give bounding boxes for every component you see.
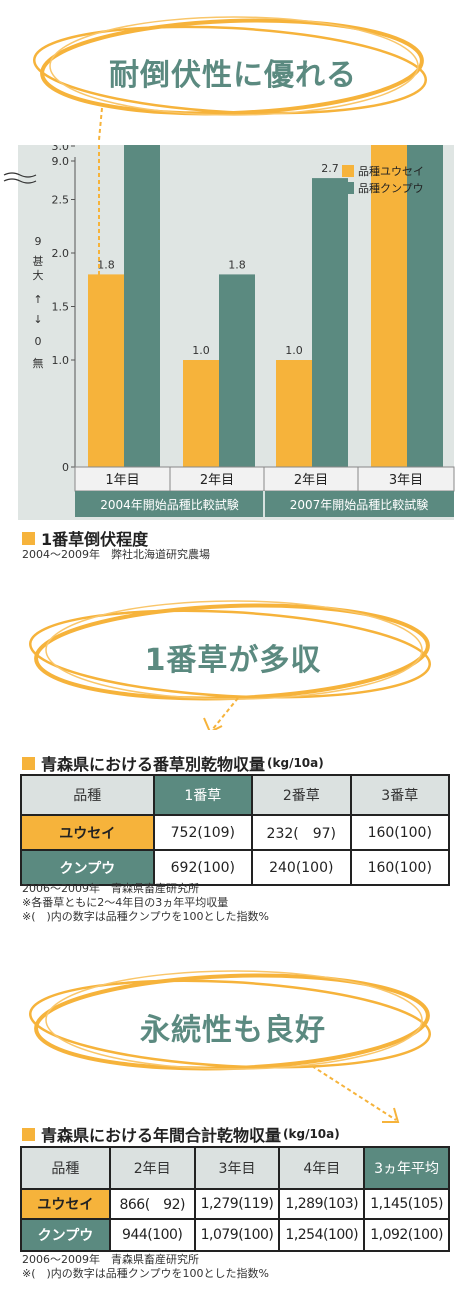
table2-row-kunpu-name: クンプウ (20, 1218, 111, 1252)
table1-cell: 240(100) (251, 849, 352, 886)
y-axis-label-char: 9 (35, 235, 42, 248)
x-tick-label: 2年目 (294, 473, 328, 488)
lodging-chart: 01.01.52.02.53.03.54.04.55.09.09甚大↑↓0無1.… (3, 145, 455, 520)
table2-cell: 1,145(105) (363, 1188, 450, 1220)
y-axis-label-char: 甚 (33, 255, 44, 268)
table2-note-2: ※( )内の数字は品種クンプウを100とした指数% (22, 1267, 269, 1280)
bar-yusei (371, 145, 407, 467)
bar-value-label: 1.0 (192, 344, 210, 357)
heading-ellipse-3 (29, 970, 431, 1123)
bar-kunpu (124, 145, 160, 467)
table2-cell: 944(100) (108, 1218, 196, 1252)
y-axis-label-char: 無 (33, 356, 44, 370)
table1-title: 青森県における番草別乾物収量 (kg/10a) (22, 751, 324, 775)
legend-label: 品種ユウセイ (358, 164, 424, 178)
table2-header-avg: 3ヵ年平均 (363, 1146, 450, 1190)
table1-row-kunpu-name: クンプウ (20, 849, 155, 886)
table2-cell: 1,289(103) (278, 1188, 366, 1220)
table2-cell: 866( 92) (108, 1188, 196, 1220)
table-cut-yield: 品種 1番草 2番草 3番草 ユウセイ 752(109) 232( 97) 16… (20, 774, 451, 886)
bar-kunpu (407, 145, 443, 467)
x-tick-label: 1年目 (105, 473, 139, 488)
table1-header-3rd: 3番草 (349, 774, 451, 816)
table1-cell: 160(100) (349, 814, 451, 851)
legend-swatch (342, 165, 354, 177)
y-tick-label: 3.0 (52, 145, 70, 153)
bar-value-label: 1.8 (97, 258, 115, 271)
table1-row-yusei-name: ユウセイ (20, 814, 155, 851)
table1-cell: 232( 97) (251, 814, 352, 851)
legend-label: 品種クンプウ (358, 181, 424, 195)
bar-yusei (88, 274, 124, 467)
axis-break-mark (3, 172, 37, 178)
y-tick-label: 1.5 (52, 301, 70, 314)
y-tick-label: 2.5 (52, 194, 70, 207)
table2-cell: 1,254(100) (278, 1218, 366, 1252)
bar-yusei (276, 360, 312, 467)
y-axis-label-char: ↓ (33, 313, 42, 326)
y-tick-label: 0 (62, 461, 69, 474)
table1-note-2: ※各番草ともに2～4年目の3ヵ年平均収量 (22, 896, 229, 909)
table2-title: 青森県における年間合計乾物収量 (kg/10a) (22, 1122, 340, 1146)
bar-value-label: 2.7 (321, 162, 339, 175)
table1-note-1: 2006～2009年 青森県畜産研究所 (22, 882, 199, 895)
table2-cell: 1,279(119) (193, 1188, 281, 1220)
bar-kunpu (219, 274, 255, 467)
bar-yusei (183, 360, 219, 467)
table2-header-year4: 4年目 (278, 1146, 366, 1190)
table2-note-1: 2006～2009年 青森県畜産研究所 (22, 1253, 199, 1266)
group-label: 2007年開始品種比較試験 (290, 497, 429, 512)
table1-cell: 692(100) (152, 849, 254, 886)
table2-header-year3: 3年目 (193, 1146, 281, 1190)
y-tick-label: 2.0 (52, 247, 70, 260)
title-marker-icon (22, 756, 35, 770)
heading-section-2: 1番草が多収 (144, 643, 322, 678)
bar-value-label: 1.8 (228, 258, 246, 271)
y-tick-label: 9.0 (52, 155, 70, 168)
table1-cell: 752(109) (152, 814, 254, 851)
table2-header-variety: 品種 (20, 1146, 111, 1190)
heading-ellipse-2 (29, 600, 431, 730)
bar-value-label: 1.0 (285, 344, 303, 357)
y-axis-label-char: ↑ (33, 293, 42, 306)
table2-header-year2: 2年目 (108, 1146, 196, 1190)
table2-row-yusei-name: ユウセイ (20, 1188, 111, 1220)
x-tick-label: 3年目 (389, 473, 423, 488)
table1-header-variety: 品種 (20, 774, 155, 816)
title-marker-icon (22, 531, 35, 545)
title-marker-icon (22, 1127, 35, 1141)
table1-note-3: ※( )内の数字は品種クンプウを100とした指数% (22, 910, 269, 923)
y-axis-label-char: 0 (35, 335, 42, 348)
axis-break-mark (3, 178, 37, 184)
table-annual-yield: 品種 2年目 3年目 4年目 3ヵ年平均 ユウセイ 866( 92) 1,279… (20, 1146, 450, 1252)
chart-title: 1番草倒伏程度 (22, 526, 148, 550)
table1-header-1st: 1番草 (152, 774, 254, 816)
group-label: 2004年開始品種比較試験 (100, 497, 239, 512)
heading-ellipse-1 (33, 16, 427, 140)
table2-cell: 1,092(100) (363, 1218, 450, 1252)
y-tick-label: 1.0 (52, 354, 70, 367)
heading-section-3: 永続性も良好 (140, 1013, 326, 1048)
heading-section-1: 耐倒伏性に優れる (109, 58, 357, 93)
table1-header-2nd: 2番草 (251, 774, 352, 816)
table2-cell: 1,079(100) (193, 1218, 281, 1252)
y-axis-label-char: 大 (33, 268, 44, 282)
table1-cell: 160(100) (349, 849, 451, 886)
chart-note: 2004～2009年 弊社北海道研究農場 (22, 548, 210, 561)
bar-kunpu (312, 178, 348, 467)
x-tick-label: 2年目 (200, 473, 234, 488)
legend-swatch (342, 182, 354, 194)
